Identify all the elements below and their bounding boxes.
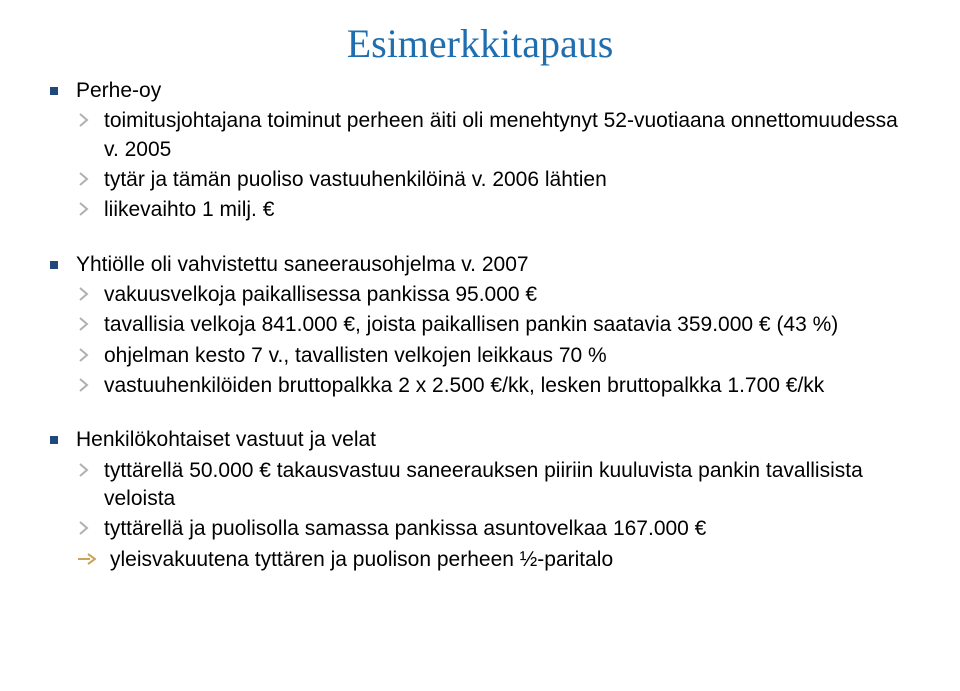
chevron-right-icon [78,348,90,362]
text: ohjelman kesto 7 v., tavallisten velkoje… [104,342,607,370]
slide-title: Esimerkkitapaus [50,20,910,67]
text: Henkilökohtaiset vastuut ja velat [76,426,376,454]
chevron-right-icon [78,172,90,186]
chevron-right-icon [78,287,90,301]
block-2: Yhtiölle oli vahvistettu saneerausohjelm… [50,251,910,401]
list-item: vastuuhenkilöiden bruttopalkka 2 x 2.500… [50,372,910,400]
square-bullet-icon [50,87,58,95]
text: vastuuhenkilöiden bruttopalkka 2 x 2.500… [104,372,824,400]
chevron-right-icon [78,202,90,216]
text: liikevaihto 1 milj. € [104,196,274,224]
text: toimitusjohtajana toiminut perheen äiti … [104,107,910,164]
square-bullet-icon [50,261,58,269]
list-item: yleisvakuutena tyttären ja puolison perh… [50,546,910,574]
text: Perhe-oy [76,77,161,105]
text: yleisvakuutena tyttären ja puolison perh… [110,546,613,574]
chevron-right-icon [78,463,90,477]
list-item: tytär ja tämän puoliso vastuuhenkilöinä … [50,166,910,194]
text: tytär ja tämän puoliso vastuuhenkilöinä … [104,166,607,194]
list-item: toimitusjohtajana toiminut perheen äiti … [50,107,910,164]
list-item: tyttärellä ja puolisolla samassa pankiss… [50,515,910,543]
chevron-right-icon [78,521,90,535]
text: tyttärellä ja puolisolla samassa pankiss… [104,515,706,543]
block-3: Henkilökohtaiset vastuut ja velat tyttär… [50,426,910,574]
list-item: Henkilökohtaiset vastuut ja velat [50,426,910,454]
list-item: Yhtiölle oli vahvistettu saneerausohjelm… [50,251,910,279]
block-1: Perhe-oy toimitusjohtajana toiminut perh… [50,77,910,225]
list-item: ohjelman kesto 7 v., tavallisten velkoje… [50,342,910,370]
list-item: tavallisia velkoja 841.000 €, joista pai… [50,311,910,339]
chevron-right-icon [78,378,90,392]
chevron-right-icon [78,317,90,331]
text: vakuusvelkoja paikallisessa pankissa 95.… [104,281,537,309]
chevron-right-icon [78,113,90,127]
list-item: Perhe-oy [50,77,910,105]
arrow-right-icon [78,552,96,566]
list-item: liikevaihto 1 milj. € [50,196,910,224]
list-item: vakuusvelkoja paikallisessa pankissa 95.… [50,281,910,309]
slide: Esimerkkitapaus Perhe-oy toimitusjohtaja… [0,0,960,691]
text: tavallisia velkoja 841.000 €, joista pai… [104,311,838,339]
text: Yhtiölle oli vahvistettu saneerausohjelm… [76,251,529,279]
list-item: tyttärellä 50.000 € takausvastuu saneera… [50,457,910,514]
text: tyttärellä 50.000 € takausvastuu saneera… [104,457,910,514]
square-bullet-icon [50,436,58,444]
